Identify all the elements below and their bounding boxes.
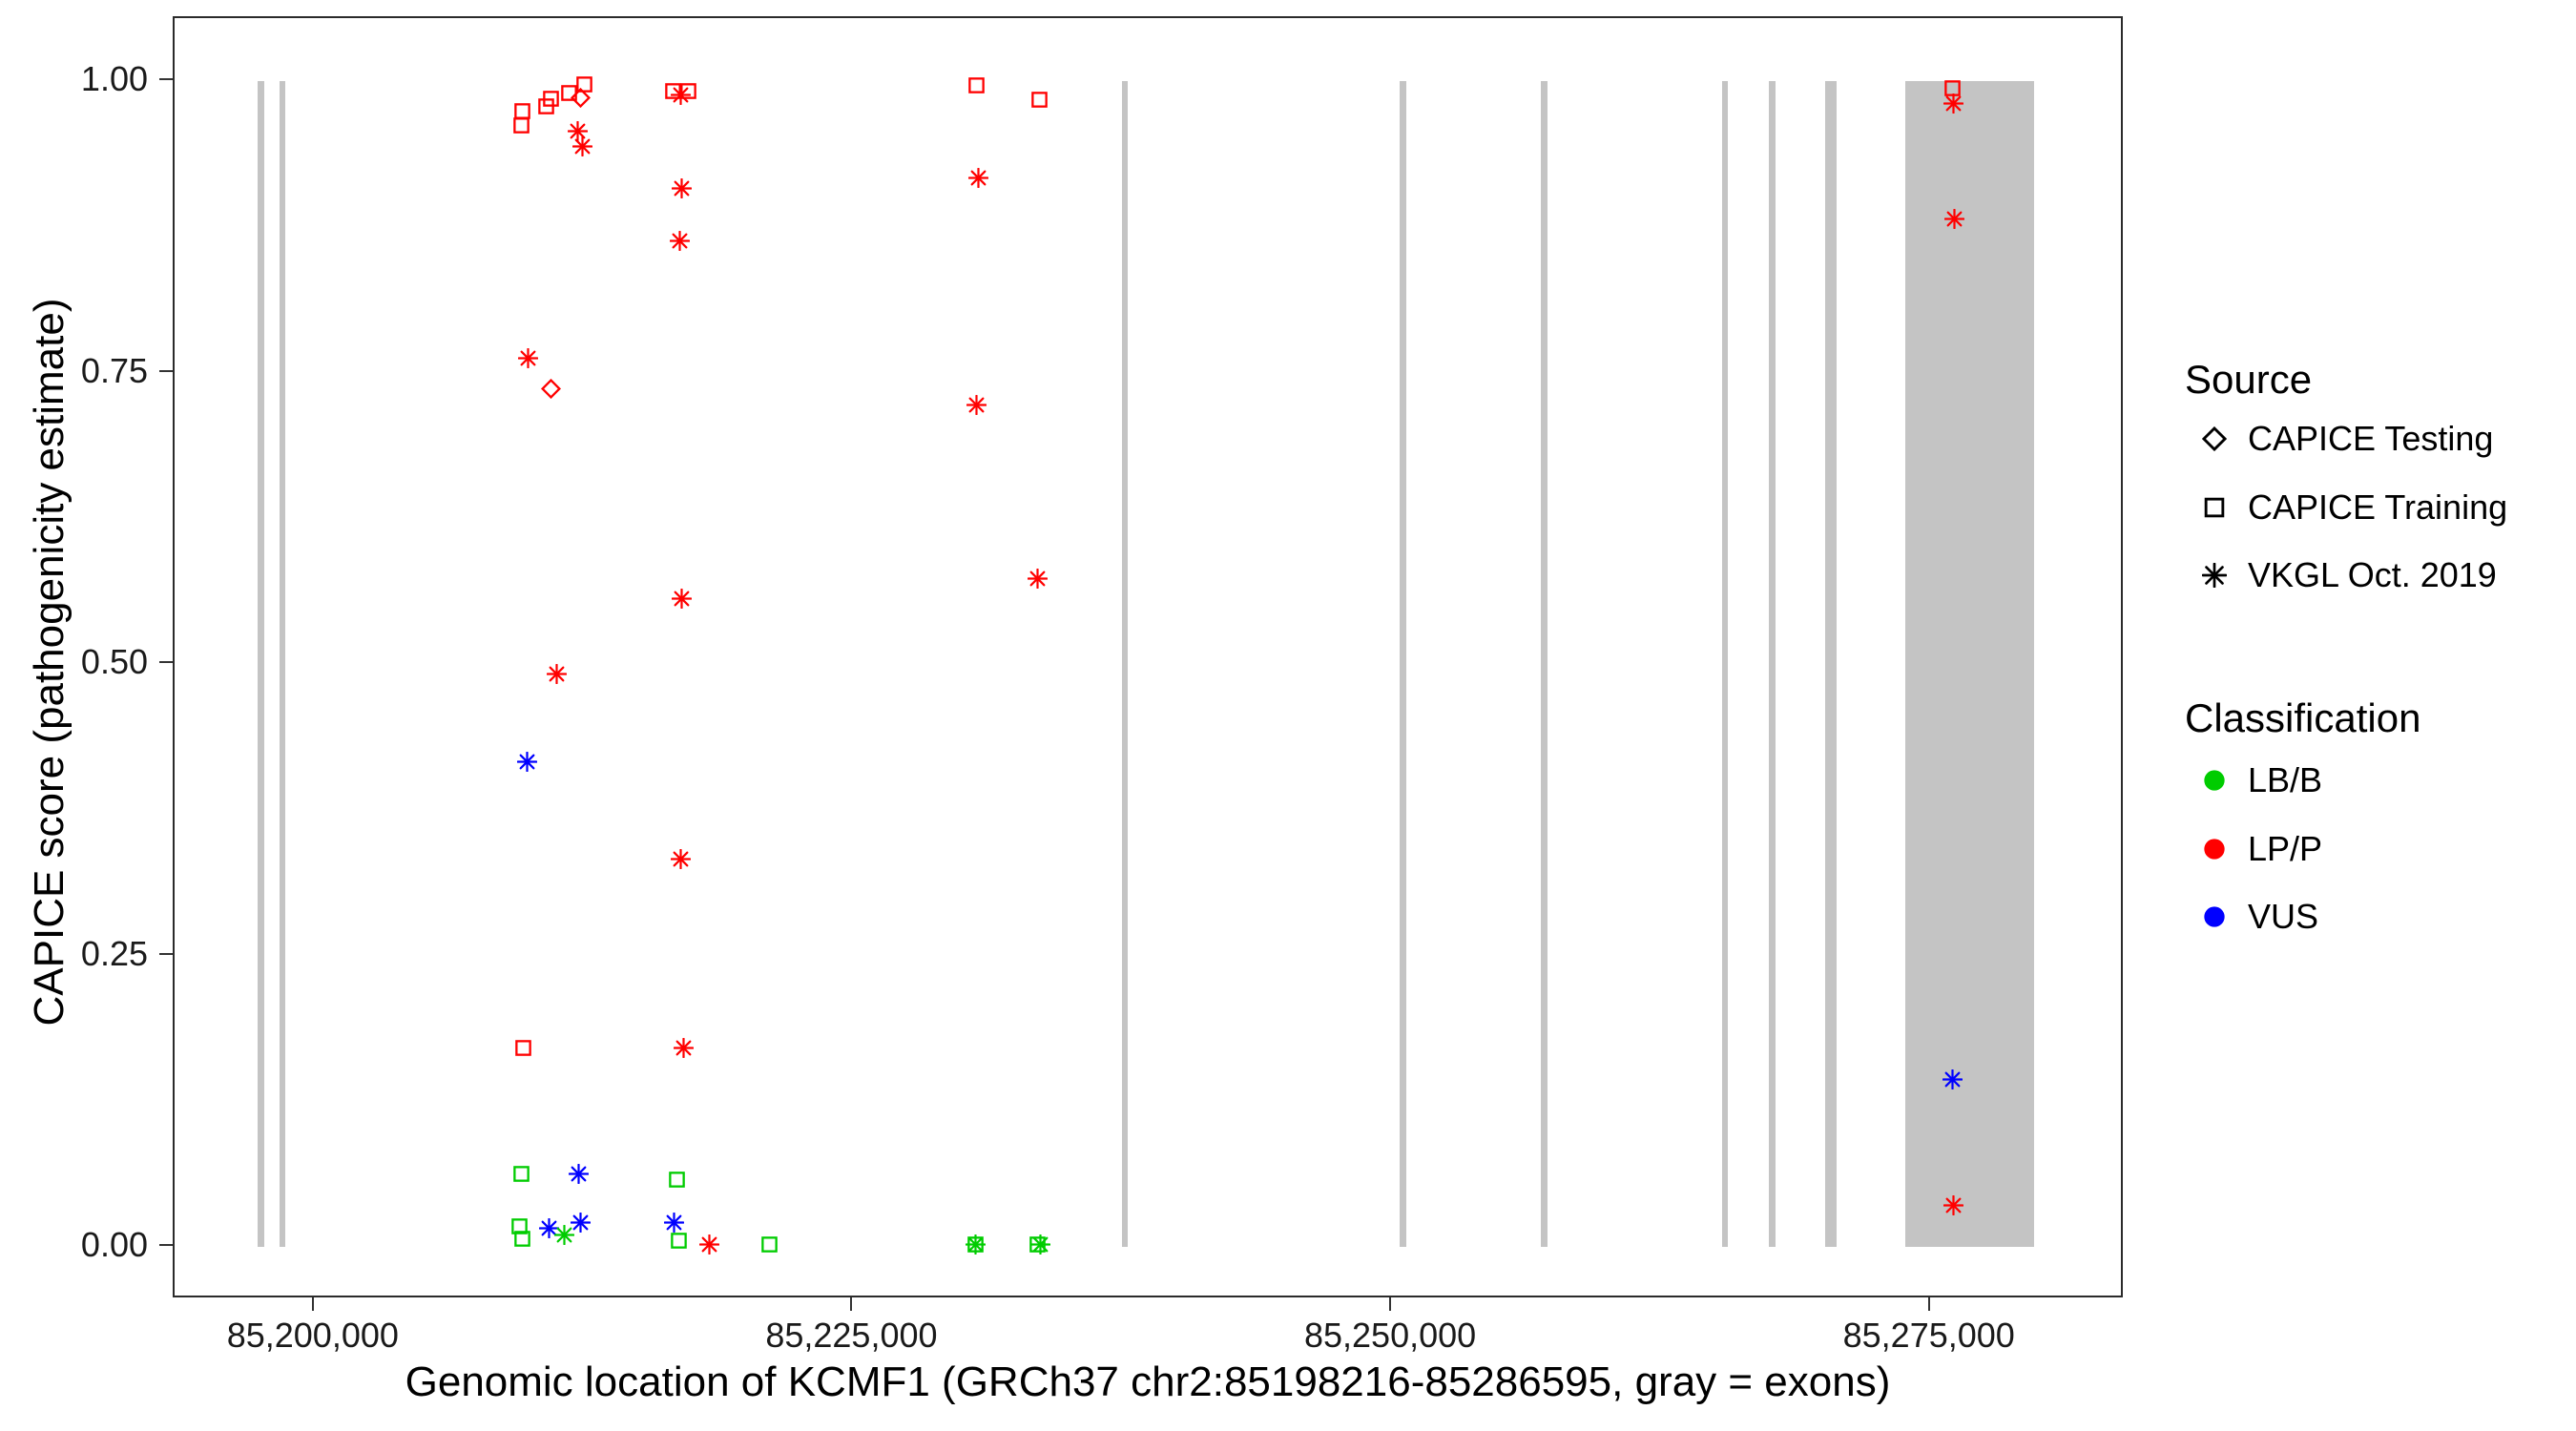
exon-bar [257,81,264,1247]
legend-label: VKGL Oct. 2019 [2248,555,2497,594]
diamond-icon [2202,426,2227,451]
x-tick-label: 85,275,000 [1842,1316,2015,1355]
exon-bar [1825,81,1838,1247]
data-point [1027,569,1049,590]
data-point [1942,78,1963,98]
y-tick-mark [159,952,173,955]
y-tick-label: 0.00 [80,1225,148,1264]
legend-item-lbb: LB/B [2202,760,2323,799]
data-point [570,1212,592,1234]
y-tick-label: 0.75 [80,350,148,390]
x-tick-mark [1389,1297,1392,1311]
data-point [516,751,538,773]
data-point [673,1037,694,1058]
exon-bar [1904,81,2035,1247]
plot-panel [173,16,2123,1297]
data-point [965,1234,986,1255]
y-tick-mark [159,1244,173,1246]
data-point [536,96,556,116]
data-point [670,848,692,869]
legend-source-title: Source [2185,357,2313,402]
data-point [966,394,987,416]
legend-label: CAPICE Training [2248,487,2508,527]
y-tick-label: 0.25 [80,933,148,973]
exon-bar [1399,81,1406,1247]
exon-bar [1769,81,1776,1247]
data-point [1942,1194,1964,1215]
data-point [759,1234,779,1255]
data-point [539,1217,560,1239]
x-axis-title: Genomic location of KCMF1 (GRCh37 chr2:8… [405,1358,1891,1405]
data-point [967,167,989,189]
legend-label: CAPICE Testing [2248,419,2494,458]
data-point [1943,208,1965,229]
exon-bar [279,81,286,1247]
legend-label: LP/P [2248,829,2323,868]
y-tick-label: 1.00 [80,59,148,98]
x-tick-label: 85,200,000 [226,1316,399,1355]
x-tick-mark [1927,1297,1930,1311]
data-point [669,1231,689,1251]
red-dot-icon [2202,837,2227,861]
data-point [513,1038,533,1058]
data-point [672,177,693,199]
exon-bar [1540,81,1548,1247]
blue-dot-icon [2202,904,2227,929]
x-tick-label: 85,250,000 [1303,1316,1477,1355]
y-tick-mark [159,369,173,372]
legend-item-vus: VUS [2202,897,2319,936]
data-point [567,120,589,142]
legend-item-capice-testing: CAPICE Testing [2202,419,2494,458]
data-point [698,1234,719,1255]
data-point [541,89,561,109]
data-point [1942,93,1964,114]
y-tick-mark [159,661,173,663]
legend-item-lpp: LP/P [2202,829,2323,868]
x-tick-mark [311,1297,314,1311]
data-point [571,87,592,108]
legend-item-vkgl: VKGL Oct. 2019 [2202,555,2497,594]
data-point [540,379,561,400]
asterisk-icon [2202,563,2227,588]
x-tick-mark [850,1297,853,1311]
legend-label: VUS [2248,897,2319,936]
data-point [670,84,692,106]
data-point [554,1225,575,1246]
data-point [512,1229,532,1249]
y-tick-label: 0.50 [80,642,148,681]
data-point [572,135,593,157]
green-dot-icon [2202,768,2227,793]
data-point [1029,90,1049,110]
data-point [512,101,532,121]
data-point [669,230,691,252]
data-point [517,348,539,369]
legend-classification-title: Classification [2185,695,2421,740]
x-tick-label: 85,225,000 [765,1316,938,1355]
data-point [672,588,693,610]
legend-label: LB/B [2248,760,2323,799]
exon-bar [1121,81,1129,1247]
legend-item-capice-training: CAPICE Training [2202,487,2508,527]
data-point [511,1164,531,1184]
y-tick-mark [159,78,173,80]
data-point [966,75,987,95]
exon-bar [1721,81,1729,1247]
data-point [1942,1068,1963,1089]
data-point [1030,1234,1051,1255]
data-point [568,1163,590,1184]
data-point [664,1212,685,1234]
square-icon [2202,495,2227,520]
data-point [667,1170,687,1190]
data-point [547,664,568,685]
